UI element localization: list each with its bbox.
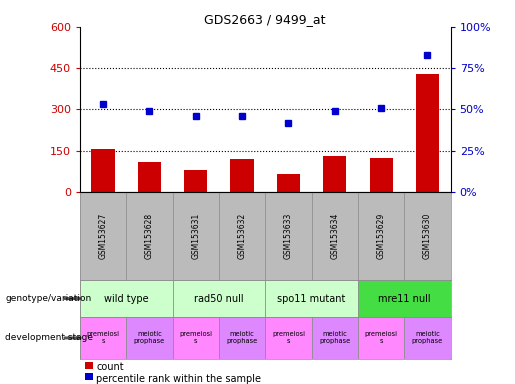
Text: count: count <box>96 362 124 372</box>
Text: wild type: wild type <box>104 293 148 304</box>
Bar <box>358 280 451 317</box>
Text: premeiosi
s: premeiosi s <box>87 331 119 344</box>
Text: GSM153631: GSM153631 <box>191 213 200 259</box>
Title: GDS2663 / 9499_at: GDS2663 / 9499_at <box>204 13 326 26</box>
Bar <box>265 280 358 317</box>
Text: meiotic
prophase: meiotic prophase <box>134 331 165 344</box>
Bar <box>184 170 207 192</box>
Bar <box>369 157 392 192</box>
Text: meiotic
prophase: meiotic prophase <box>227 331 258 344</box>
Bar <box>416 74 439 192</box>
Text: meiotic
prophase: meiotic prophase <box>319 331 350 344</box>
Text: meiotic
prophase: meiotic prophase <box>412 331 443 344</box>
Text: genotype/variation: genotype/variation <box>5 294 91 303</box>
Bar <box>173 317 219 359</box>
Text: GSM153633: GSM153633 <box>284 213 293 259</box>
Text: premeiosi
s: premeiosi s <box>179 331 212 344</box>
Text: spo11 mutant: spo11 mutant <box>278 293 346 304</box>
Text: mre11 null: mre11 null <box>378 293 431 304</box>
Bar <box>80 280 173 317</box>
Text: premeiosi
s: premeiosi s <box>365 331 398 344</box>
Text: GSM153627: GSM153627 <box>98 213 108 259</box>
Text: premeiosi
s: premeiosi s <box>272 331 305 344</box>
Bar <box>323 156 346 192</box>
Text: rad50 null: rad50 null <box>194 293 244 304</box>
Bar <box>277 174 300 192</box>
Text: GSM153634: GSM153634 <box>330 213 339 259</box>
Bar <box>173 280 265 317</box>
Bar <box>358 317 404 359</box>
Text: GSM153629: GSM153629 <box>376 213 386 259</box>
Text: percentile rank within the sample: percentile rank within the sample <box>96 374 261 384</box>
Bar <box>312 317 358 359</box>
Bar <box>404 317 451 359</box>
Bar <box>92 149 114 192</box>
Bar <box>265 317 312 359</box>
Bar <box>126 317 173 359</box>
Text: GSM153632: GSM153632 <box>237 213 247 259</box>
Bar <box>80 317 126 359</box>
Bar <box>231 159 253 192</box>
Bar <box>219 317 265 359</box>
Text: development stage: development stage <box>5 333 93 343</box>
Text: GSM153628: GSM153628 <box>145 213 154 259</box>
Bar <box>138 162 161 192</box>
Text: GSM153630: GSM153630 <box>423 213 432 259</box>
